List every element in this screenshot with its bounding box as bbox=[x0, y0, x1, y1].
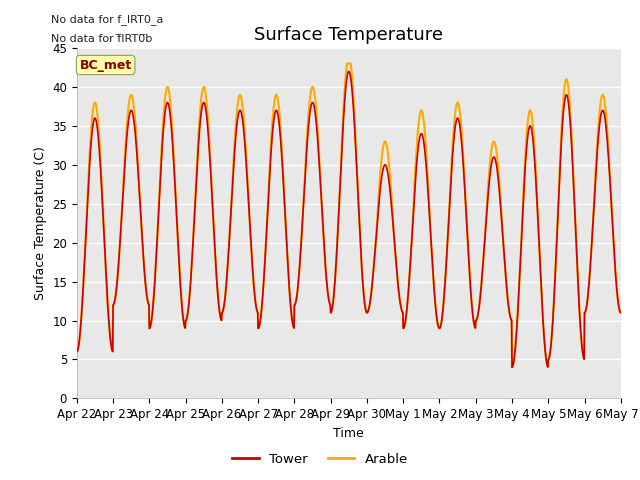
Y-axis label: Surface Temperature (C): Surface Temperature (C) bbox=[34, 146, 47, 300]
Text: No data for f_IRT0_a: No data for f_IRT0_a bbox=[51, 14, 164, 25]
Text: No data for f̅IRT0̅b: No data for f̅IRT0̅b bbox=[51, 34, 152, 44]
Legend: Tower, Arable: Tower, Arable bbox=[227, 447, 413, 471]
X-axis label: Time: Time bbox=[333, 427, 364, 440]
Title: Surface Temperature: Surface Temperature bbox=[254, 25, 444, 44]
Text: BC_met: BC_met bbox=[79, 59, 132, 72]
